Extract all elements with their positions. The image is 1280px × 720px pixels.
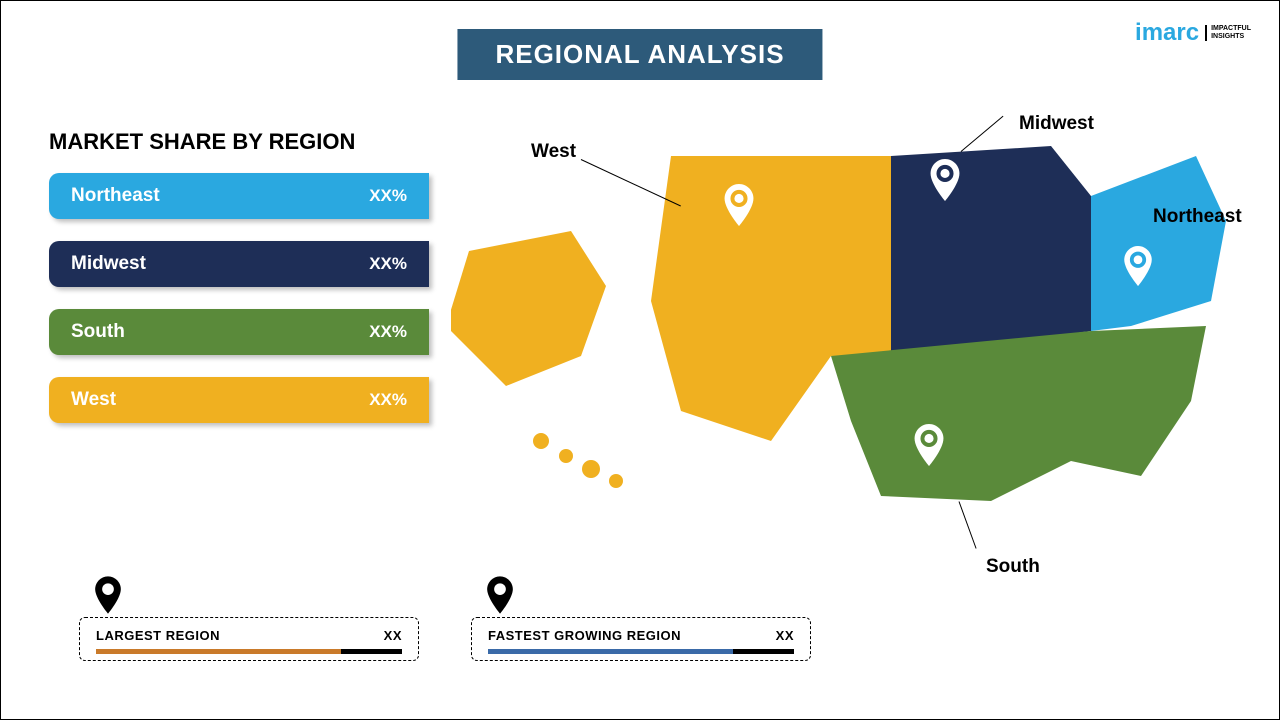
- callout-midwest: Midwest: [1019, 113, 1094, 135]
- region-value: XX%: [369, 390, 407, 410]
- stat-value: XX: [776, 628, 794, 643]
- location-pin-icon: [723, 184, 755, 226]
- brand-logo: imarc IMPACTFUL INSIGHTS: [1135, 19, 1251, 47]
- logo-tagline: IMPACTFUL INSIGHTS: [1205, 25, 1251, 40]
- logo-tag-2: INSIGHTS: [1211, 33, 1244, 40]
- callout-south: South: [986, 556, 1040, 578]
- map-region-alaska: [451, 231, 606, 386]
- stat-value: XX: [384, 628, 402, 643]
- pin-northeast: [1123, 246, 1153, 286]
- stat-underline: [96, 649, 402, 654]
- pin-west: [723, 184, 755, 226]
- map-region-south: [831, 326, 1206, 501]
- market-share-title: MARKET SHARE BY REGION: [49, 129, 429, 155]
- location-pin-icon: [94, 576, 122, 619]
- logo-text: imarc: [1135, 19, 1199, 47]
- region-bar-northeast: Northeast XX%: [49, 173, 429, 219]
- stat-label: LARGEST REGION: [96, 628, 220, 643]
- logo-tag-1: IMPACTFUL: [1211, 25, 1251, 32]
- map-region-midwest: [891, 146, 1091, 356]
- stat-label: FASTEST GROWING REGION: [488, 628, 681, 643]
- region-value: XX%: [369, 254, 407, 274]
- pin-midwest: [929, 159, 961, 201]
- us-map: [451, 101, 1241, 531]
- location-pin-icon: [1123, 246, 1153, 286]
- location-pin-icon: [929, 159, 961, 201]
- region-value: XX%: [369, 186, 407, 206]
- map-region-northeast: [1091, 156, 1226, 331]
- stat-fastest-region: FASTEST GROWING REGION XX: [471, 617, 811, 661]
- page-title-banner: REGIONAL ANALYSIS: [457, 29, 822, 80]
- location-pin-icon: [486, 576, 514, 619]
- callout-west: West: [531, 141, 576, 163]
- region-bar-midwest: Midwest XX%: [49, 241, 429, 287]
- callout-northeast: Northeast: [1153, 206, 1242, 228]
- region-label: South: [71, 321, 125, 343]
- page-title: REGIONAL ANALYSIS: [495, 39, 784, 69]
- market-share-panel: MARKET SHARE BY REGION Northeast XX% Mid…: [49, 129, 429, 445]
- map-region-hawaii: [533, 433, 623, 488]
- map-svg: [451, 101, 1241, 531]
- stat-largest-region: LARGEST REGION XX: [79, 617, 419, 661]
- region-bar-south: South XX%: [49, 309, 429, 355]
- underline-seg-black: [733, 649, 794, 654]
- region-value: XX%: [369, 322, 407, 342]
- region-bar-west: West XX%: [49, 377, 429, 423]
- pin-south: [913, 424, 945, 466]
- region-label: Northeast: [71, 185, 160, 207]
- underline-seg-black: [341, 649, 402, 654]
- stat-underline: [488, 649, 794, 654]
- region-label: Midwest: [71, 253, 146, 275]
- underline-seg-color: [488, 649, 733, 654]
- underline-seg-color: [96, 649, 341, 654]
- location-pin-icon: [913, 424, 945, 466]
- region-label: West: [71, 389, 116, 411]
